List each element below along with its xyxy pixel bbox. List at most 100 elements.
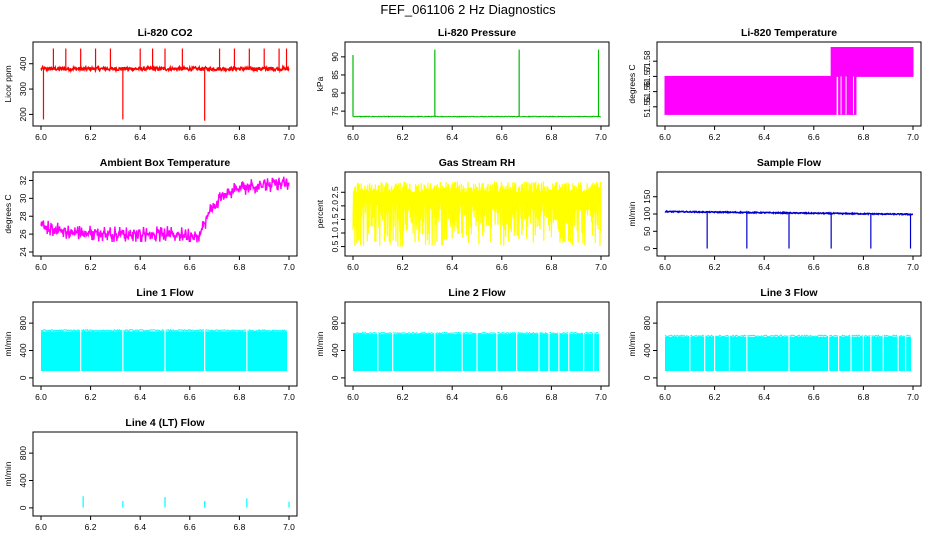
y-axis-label: degrees C (3, 194, 13, 233)
y-tick-label: 28 (18, 211, 28, 221)
y-axis-label: kPa (315, 76, 325, 91)
x-tick-label: 6.4 (134, 392, 146, 402)
y-tick-label: 0 (18, 375, 28, 380)
x-tick-label: 6.2 (709, 262, 721, 272)
x-tick-label: 7.0 (595, 132, 607, 142)
plot-frame (32, 41, 298, 127)
x-tick-label: 7.0 (595, 262, 607, 272)
temperature-band (838, 75, 857, 115)
y-tick-label: 1.0 (330, 227, 340, 239)
x-tick-label: 6.0 (347, 132, 359, 142)
x-tick-label: 6.0 (35, 132, 47, 142)
x-tick-label: 7.0 (283, 262, 295, 272)
panel-line-2-flow: Line 2 Flow 6.0 6.2 6.4 6.6 6.8 7.0 0 400 800 ml/m… (315, 287, 610, 402)
panel-title: Line 3 Flow (760, 287, 818, 299)
plot-frame (32, 301, 298, 387)
y-tick-label: 100 (642, 207, 652, 221)
y-tick-label: 51.57 (642, 65, 652, 87)
x-tick-label: 6.8 (545, 132, 557, 142)
data-layer (40, 176, 290, 243)
flow-band (353, 334, 599, 372)
panel-title: Ambient Box Temperature (100, 157, 231, 169)
x-tick-label: 7.0 (283, 522, 295, 532)
y-tick-label: 24 (18, 247, 28, 257)
y-axis-label: ml/min (315, 331, 325, 356)
data-layer (664, 209, 914, 249)
panel-line-4-lt-flow: Line 4 (LT) Flow 6.0 6.2 6.4 6.6 6.8 7.0 0 400 80… (3, 417, 298, 532)
y-tick-label: 400 (18, 343, 28, 357)
panel-sample-flow: Sample Flow 6.0 6.2 6.4 6.6 6.8 7.0 0 50 100 150 ml… (627, 157, 922, 272)
x-tick-label: 6.8 (857, 392, 869, 402)
x-tick-label: 6.6 (496, 132, 508, 142)
x-tick-label: 7.0 (907, 392, 919, 402)
x-tick-label: 6.4 (134, 262, 146, 272)
x-tick-label: 6.0 (35, 262, 47, 272)
y-axis-label: Licor ppm (3, 65, 13, 102)
flow-band (665, 336, 911, 372)
x-tick-label: 6.4 (134, 132, 146, 142)
y-tick-label: 85 (330, 70, 340, 80)
plot-frame (344, 301, 610, 387)
y-tick-label: 0 (642, 246, 652, 251)
x-tick-label: 7.0 (595, 392, 607, 402)
x-tick-label: 6.0 (35, 522, 47, 532)
x-tick-label: 7.0 (283, 392, 295, 402)
plot-frame (344, 41, 610, 127)
y-tick-label: 0 (18, 505, 28, 510)
data-layer (352, 49, 601, 118)
panel-title: Gas Stream RH (439, 157, 515, 169)
y-tick-label: 0.5 (330, 240, 340, 252)
x-tick-label: 6.4 (758, 132, 770, 142)
panel-title: Line 2 Flow (448, 287, 506, 299)
x-tick-label: 6.6 (808, 262, 820, 272)
x-tick-label: 6.0 (659, 262, 671, 272)
temperature-band (830, 47, 914, 77)
plot-frame (32, 431, 298, 517)
data-layer (40, 328, 287, 372)
panel-title: Li-820 CO2 (138, 27, 193, 39)
flow-band (41, 331, 287, 372)
x-tick-label: 6.6 (184, 132, 196, 142)
y-tick-label: 0 (642, 375, 652, 380)
data-layer (40, 48, 290, 121)
x-tick-label: 6.4 (758, 392, 770, 402)
x-tick-label: 6.4 (446, 132, 458, 142)
x-tick-label: 6.8 (545, 262, 557, 272)
x-tick-label: 6.6 (496, 262, 508, 272)
y-tick-label: 26 (18, 229, 28, 239)
y-tick-label: 400 (18, 473, 28, 487)
x-tick-label: 6.2 (397, 262, 409, 272)
y-axis-label: percent (315, 199, 325, 228)
temperature-band (664, 75, 837, 115)
panel-gas-stream-rh: Gas Stream RH 6.0 6.2 6.4 6.6 6.8 7.0 0.51.0 1.5… (315, 157, 610, 272)
panel-li-820-co2: Li-820 CO2 6.0 6.2 6.4 6.6 6.8 7.0 200 300 400 Lic… (3, 27, 298, 142)
y-tick-label: 800 (330, 316, 340, 330)
flow-top-edge (664, 334, 911, 338)
panel-title: Line 1 Flow (136, 287, 194, 299)
x-tick-label: 6.2 (85, 132, 97, 142)
x-tick-label: 6.2 (85, 522, 97, 532)
x-tick-label: 6.6 (184, 522, 196, 532)
y-axis-label: degrees C (627, 64, 637, 103)
x-tick-label: 7.0 (907, 262, 919, 272)
x-tick-label: 6.0 (35, 392, 47, 402)
flow-top-edge (352, 331, 599, 336)
x-tick-label: 6.8 (857, 132, 869, 142)
y-tick-label: 0 (330, 375, 340, 380)
y-tick-label: 80 (330, 88, 340, 98)
panel-title: Sample Flow (757, 157, 822, 169)
plot-frame (32, 171, 298, 257)
panel-title: Li-820 Temperature (741, 27, 837, 39)
panel-ambient-box-temperature: Ambient Box Temperature 6.0 6.2 6.4 6.6 6.8 7.… (3, 157, 298, 272)
y-tick-label: 800 (642, 316, 652, 330)
x-tick-label: 6.0 (659, 132, 671, 142)
x-tick-label: 6.8 (233, 392, 245, 402)
y-tick-label: 75 (330, 106, 340, 116)
y-axis-label: ml/min (627, 331, 637, 356)
plot-frame (344, 171, 610, 257)
y-tick-label: 2.0 (330, 200, 340, 212)
x-tick-label: 6.8 (233, 132, 245, 142)
x-tick-label: 7.0 (907, 132, 919, 142)
x-tick-label: 7.0 (283, 132, 295, 142)
